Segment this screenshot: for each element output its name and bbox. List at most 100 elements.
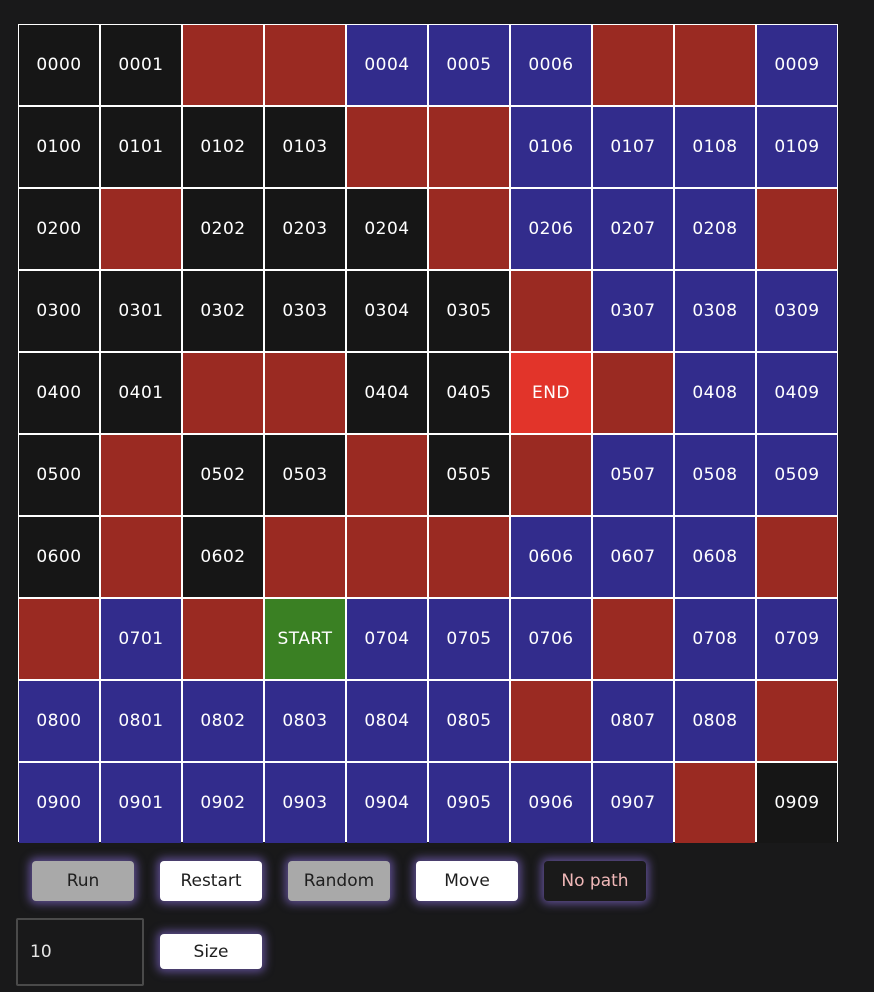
grid-cell[interactable]: 0401 (101, 353, 181, 433)
grid-cell[interactable] (675, 25, 755, 105)
grid-cell[interactable] (347, 517, 427, 597)
random-button[interactable]: Random (288, 861, 390, 901)
grid-cell[interactable]: 0207 (593, 189, 673, 269)
grid-cell[interactable]: 0300 (19, 271, 99, 351)
grid-cell[interactable]: 0206 (511, 189, 591, 269)
grid-cell[interactable] (183, 599, 263, 679)
grid-cell[interactable]: 0901 (101, 763, 181, 843)
grid-cell[interactable] (101, 435, 181, 515)
grid-cell[interactable]: 0500 (19, 435, 99, 515)
grid-cell[interactable]: 0507 (593, 435, 673, 515)
grid-cell[interactable] (183, 25, 263, 105)
grid-cell[interactable]: 0608 (675, 517, 755, 597)
grid-cell[interactable]: 0602 (183, 517, 263, 597)
grid-cell[interactable]: START (265, 599, 345, 679)
grid-cell[interactable]: 0805 (429, 681, 509, 761)
grid-cell[interactable]: 0708 (675, 599, 755, 679)
grid-cell[interactable]: 0404 (347, 353, 427, 433)
grid-cell[interactable]: 0305 (429, 271, 509, 351)
grid-cell[interactable]: 0408 (675, 353, 755, 433)
grid-cell[interactable]: 0102 (183, 107, 263, 187)
grid-cell[interactable]: 0704 (347, 599, 427, 679)
run-button[interactable]: Run (32, 861, 134, 901)
restart-button[interactable]: Restart (160, 861, 262, 901)
grid-cell[interactable]: 0303 (265, 271, 345, 351)
grid-cell[interactable] (265, 353, 345, 433)
grid-cell[interactable]: 0308 (675, 271, 755, 351)
grid-cell[interactable]: 0807 (593, 681, 673, 761)
grid-cell[interactable]: 0508 (675, 435, 755, 515)
grid-cell[interactable]: 0709 (757, 599, 837, 679)
status-button[interactable]: No path (544, 861, 646, 901)
grid-cell[interactable]: 0309 (757, 271, 837, 351)
grid-cell[interactable] (757, 517, 837, 597)
grid-cell[interactable]: 0800 (19, 681, 99, 761)
grid-cell[interactable]: 0606 (511, 517, 591, 597)
grid-cell[interactable]: 0400 (19, 353, 99, 433)
grid-cell[interactable] (511, 681, 591, 761)
grid-cell[interactable]: 0204 (347, 189, 427, 269)
grid-cell[interactable]: 0107 (593, 107, 673, 187)
grid-cell[interactable]: 0405 (429, 353, 509, 433)
size-input[interactable] (16, 918, 144, 986)
grid-cell[interactable]: 0903 (265, 763, 345, 843)
grid-cell[interactable] (511, 435, 591, 515)
grid-cell[interactable] (429, 517, 509, 597)
grid-cell[interactable]: 0101 (101, 107, 181, 187)
grid-cell[interactable]: 0005 (429, 25, 509, 105)
grid-cell[interactable]: END (511, 353, 591, 433)
grid-cell[interactable]: 0301 (101, 271, 181, 351)
grid-cell[interactable] (511, 271, 591, 351)
grid-cell[interactable]: 0100 (19, 107, 99, 187)
grid-cell[interactable]: 0802 (183, 681, 263, 761)
grid-cell[interactable]: 0000 (19, 25, 99, 105)
grid-cell[interactable] (593, 599, 673, 679)
grid-cell[interactable]: 0302 (183, 271, 263, 351)
grid-cell[interactable]: 0906 (511, 763, 591, 843)
grid-cell[interactable]: 0001 (101, 25, 181, 105)
grid-cell[interactable]: 0109 (757, 107, 837, 187)
grid-cell[interactable]: 0202 (183, 189, 263, 269)
grid-cell[interactable] (347, 107, 427, 187)
grid-cell[interactable]: 0900 (19, 763, 99, 843)
grid-cell[interactable]: 0009 (757, 25, 837, 105)
grid-cell[interactable]: 0203 (265, 189, 345, 269)
grid-cell[interactable]: 0904 (347, 763, 427, 843)
grid-cell[interactable]: 0004 (347, 25, 427, 105)
grid-cell[interactable]: 0502 (183, 435, 263, 515)
grid-cell[interactable]: 0006 (511, 25, 591, 105)
grid-cell[interactable]: 0907 (593, 763, 673, 843)
grid-cell[interactable]: 0808 (675, 681, 755, 761)
grid-cell[interactable]: 0804 (347, 681, 427, 761)
grid-cell[interactable]: 0600 (19, 517, 99, 597)
grid-cell[interactable]: 0902 (183, 763, 263, 843)
grid-cell[interactable] (593, 25, 673, 105)
grid-cell[interactable]: 0103 (265, 107, 345, 187)
grid-cell[interactable]: 0706 (511, 599, 591, 679)
grid-cell[interactable]: 0505 (429, 435, 509, 515)
grid-cell[interactable] (593, 353, 673, 433)
grid-cell[interactable] (101, 517, 181, 597)
grid-cell[interactable] (265, 517, 345, 597)
grid-cell[interactable]: 0304 (347, 271, 427, 351)
grid-cell[interactable] (675, 763, 755, 843)
grid-cell[interactable]: 0801 (101, 681, 181, 761)
grid-cell[interactable] (757, 681, 837, 761)
grid-cell[interactable]: 0701 (101, 599, 181, 679)
grid-cell[interactable]: 0409 (757, 353, 837, 433)
grid-cell[interactable]: 0705 (429, 599, 509, 679)
size-button[interactable]: Size (160, 934, 262, 969)
grid-cell[interactable]: 0108 (675, 107, 755, 187)
grid-cell[interactable] (183, 353, 263, 433)
grid-cell[interactable] (429, 189, 509, 269)
grid-cell[interactable] (19, 599, 99, 679)
grid-cell[interactable] (347, 435, 427, 515)
grid-cell[interactable]: 0200 (19, 189, 99, 269)
grid-cell[interactable] (429, 107, 509, 187)
grid-cell[interactable]: 0208 (675, 189, 755, 269)
grid-cell[interactable] (265, 25, 345, 105)
grid-cell[interactable] (757, 189, 837, 269)
grid-cell[interactable]: 0803 (265, 681, 345, 761)
grid-cell[interactable]: 0909 (757, 763, 837, 843)
grid-cell[interactable] (101, 189, 181, 269)
